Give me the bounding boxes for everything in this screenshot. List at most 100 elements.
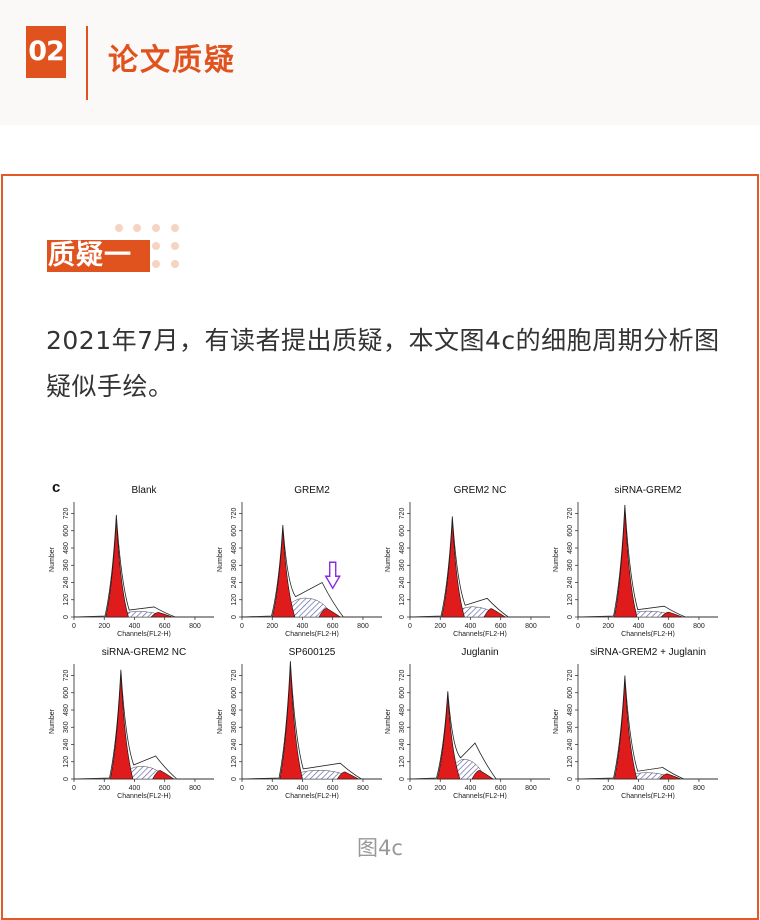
svg-text:720: 720: [399, 670, 406, 682]
svg-text:0: 0: [72, 623, 76, 630]
svg-text:Number: Number: [49, 546, 56, 572]
svg-text:120: 120: [567, 594, 574, 606]
svg-text:720: 720: [567, 670, 574, 682]
svg-text:480: 480: [63, 542, 70, 554]
question-tag: 质疑一: [47, 240, 150, 272]
svg-text:Number: Number: [385, 546, 392, 572]
panel-title: Juglanin: [461, 647, 499, 658]
svg-text:400: 400: [465, 623, 477, 630]
svg-text:480: 480: [231, 542, 238, 554]
svg-text:240: 240: [231, 739, 238, 751]
svg-text:200: 200: [98, 785, 110, 792]
svg-text:200: 200: [602, 785, 614, 792]
svg-text:400: 400: [633, 785, 645, 792]
svg-text:Channels(FL2-H): Channels(FL2-H): [285, 631, 339, 637]
svg-text:0: 0: [240, 785, 244, 792]
svg-text:360: 360: [63, 721, 70, 733]
svg-text:Number: Number: [217, 546, 224, 572]
section-title: 论文质疑: [108, 43, 236, 78]
svg-text:Number: Number: [553, 708, 560, 734]
svg-text:0: 0: [408, 623, 412, 630]
svg-text:600: 600: [399, 687, 406, 699]
svg-text:800: 800: [357, 785, 369, 792]
svg-text:200: 200: [434, 785, 446, 792]
svg-text:Channels(FL2-H): Channels(FL2-H): [285, 793, 339, 799]
svg-text:600: 600: [567, 687, 574, 699]
svg-text:800: 800: [189, 623, 201, 630]
svg-text:800: 800: [525, 623, 537, 630]
histogram-panel: GREM2 0 200 400 600 800 0 120 240 360 480 600 720 Cha…: [214, 475, 382, 637]
svg-text:360: 360: [231, 721, 238, 733]
svg-text:Channels(FL2-H): Channels(FL2-H): [621, 793, 675, 799]
svg-text:200: 200: [266, 785, 278, 792]
figure-caption: 图4c: [357, 836, 403, 860]
svg-text:600: 600: [159, 623, 171, 630]
svg-text:Number: Number: [49, 708, 56, 734]
svg-text:600: 600: [495, 785, 507, 792]
svg-text:800: 800: [357, 623, 369, 630]
svg-text:Channels(FL2-H): Channels(FL2-H): [117, 793, 171, 799]
svg-text:400: 400: [297, 785, 309, 792]
svg-text:Channels(FL2-H): Channels(FL2-H): [621, 631, 675, 637]
figure-letter: c: [52, 479, 61, 496]
svg-text:0: 0: [567, 777, 574, 781]
svg-text:0: 0: [576, 623, 580, 630]
svg-text:800: 800: [189, 785, 201, 792]
svg-text:Number: Number: [217, 708, 224, 734]
svg-text:480: 480: [567, 704, 574, 716]
svg-text:0: 0: [567, 615, 574, 619]
svg-text:600: 600: [63, 525, 70, 537]
panel-title: SP600125: [288, 647, 336, 658]
svg-text:0: 0: [408, 785, 412, 792]
svg-text:Channels(FL2-H): Channels(FL2-H): [117, 631, 171, 637]
svg-text:0: 0: [399, 777, 406, 781]
figure-4c: c Blank 0 200 400 600 800 0 120 240 360 480 600 720 C…: [46, 475, 718, 805]
svg-text:600: 600: [399, 525, 406, 537]
svg-text:360: 360: [231, 559, 238, 571]
svg-text:240: 240: [63, 577, 70, 589]
svg-text:480: 480: [399, 704, 406, 716]
histogram-panel: Juglanin 0 200 400 600 800 0 120 240 360 480 600 720…: [382, 637, 550, 799]
svg-text:Channels(FL2-H): Channels(FL2-H): [453, 793, 507, 799]
svg-text:600: 600: [63, 687, 70, 699]
svg-text:400: 400: [297, 623, 309, 630]
svg-text:400: 400: [129, 623, 141, 630]
svg-text:600: 600: [231, 525, 238, 537]
section-header: 02 论文质疑: [0, 0, 760, 125]
svg-text:Number: Number: [553, 546, 560, 572]
svg-text:120: 120: [231, 594, 238, 606]
svg-text:480: 480: [399, 542, 406, 554]
question-paragraph: 2021年7月，有读者提出质疑，本文图4c的细胞周期分析图疑似手绘。: [46, 326, 720, 401]
svg-text:360: 360: [399, 559, 406, 571]
svg-text:0: 0: [576, 785, 580, 792]
svg-text:400: 400: [129, 785, 141, 792]
histogram-panel: siRNA-GREM2 NC 0 200 400 600 800 0 120 240 360 480…: [46, 637, 214, 799]
histogram-panel: siRNA-GREM2 + Juglanin 0 200 400 600 800 0 120 2…: [550, 637, 718, 799]
svg-text:200: 200: [266, 623, 278, 630]
svg-text:720: 720: [567, 508, 574, 520]
svg-text:240: 240: [567, 739, 574, 751]
panel-title: siRNA-GREM2: [614, 485, 682, 496]
svg-text:0: 0: [63, 777, 70, 781]
svg-text:200: 200: [98, 623, 110, 630]
content-frame: [1, 174, 759, 920]
panel-title: GREM2: [294, 485, 330, 496]
panel-title: GREM2 NC: [453, 485, 507, 496]
svg-text:360: 360: [567, 721, 574, 733]
svg-text:120: 120: [567, 756, 574, 768]
svg-text:360: 360: [63, 559, 70, 571]
svg-text:600: 600: [663, 785, 675, 792]
svg-text:800: 800: [693, 623, 705, 630]
svg-text:200: 200: [434, 623, 446, 630]
svg-text:0: 0: [63, 615, 70, 619]
histogram-panel: siRNA-GREM2 0 200 400 600 800 0 120 240 360 480 600…: [550, 475, 718, 637]
svg-text:120: 120: [399, 594, 406, 606]
svg-text:0: 0: [240, 623, 244, 630]
svg-text:600: 600: [327, 785, 339, 792]
svg-text:240: 240: [399, 739, 406, 751]
svg-text:600: 600: [567, 525, 574, 537]
panel-title: siRNA-GREM2 NC: [101, 647, 187, 658]
svg-text:120: 120: [399, 756, 406, 768]
svg-text:240: 240: [399, 577, 406, 589]
svg-text:720: 720: [399, 508, 406, 520]
